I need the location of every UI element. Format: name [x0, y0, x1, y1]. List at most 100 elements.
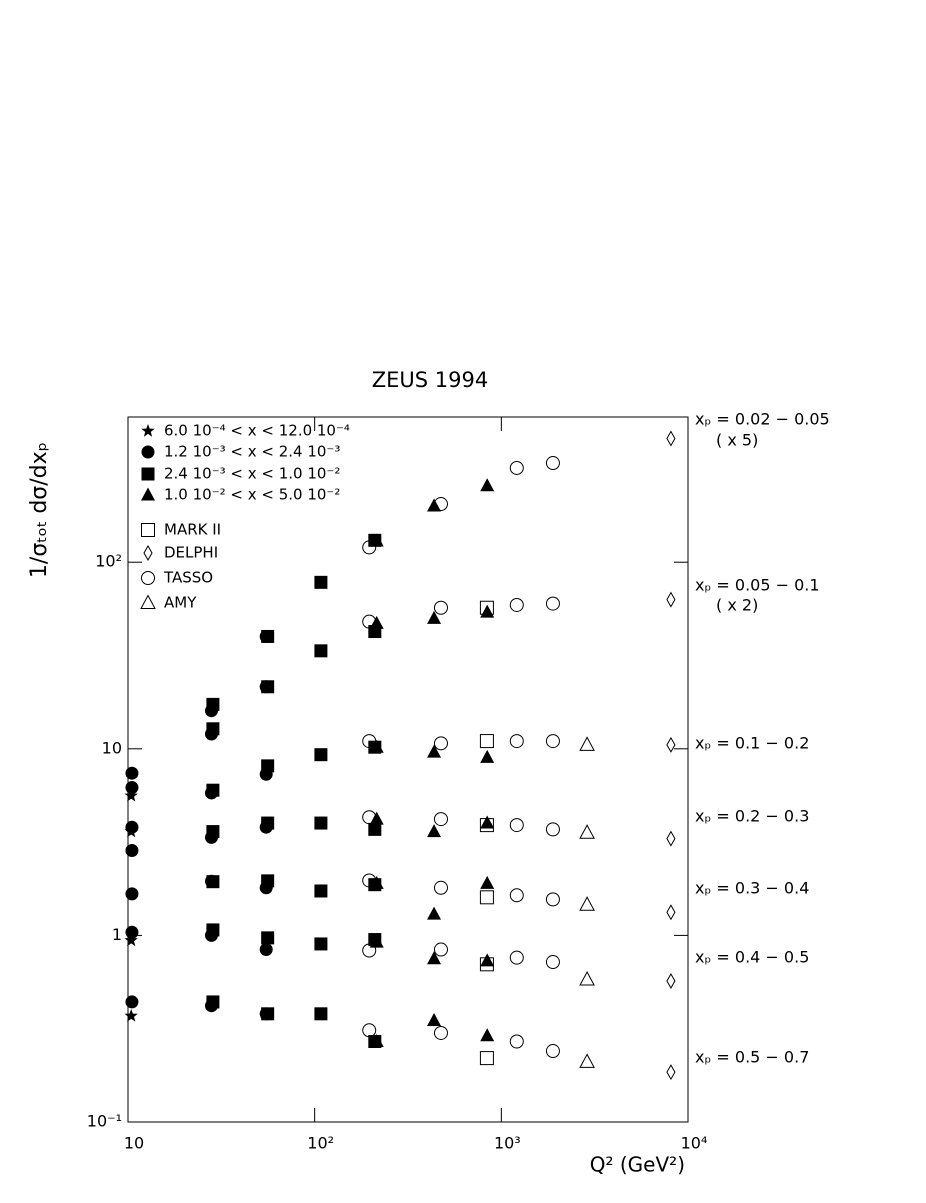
data-point	[369, 615, 384, 629]
data-point	[314, 884, 328, 898]
data-point	[666, 591, 676, 608]
data-point	[545, 955, 560, 970]
y-tick-label: 10⁻¹	[87, 1112, 122, 1131]
data-point	[261, 874, 275, 888]
data-point	[666, 1064, 676, 1081]
data-point	[125, 781, 139, 795]
data-point	[666, 430, 676, 447]
data-point	[314, 937, 328, 951]
data-point	[480, 875, 495, 889]
chart-title: ZEUS 1994	[372, 368, 488, 392]
data-point	[480, 478, 495, 492]
data-point	[362, 943, 377, 958]
legend-marker	[141, 424, 155, 437]
data-point	[362, 810, 377, 825]
data-point	[509, 818, 524, 833]
data-point	[261, 680, 275, 694]
data-point	[206, 783, 220, 797]
data-point	[314, 816, 328, 830]
annotation: xₚ = 0.02 − 0.05	[695, 410, 830, 429]
legend-label: MARK II	[164, 521, 221, 539]
data-point	[369, 811, 384, 825]
legend-label: 6.0 10⁻⁴ < x < 12.0 10⁻⁴	[164, 422, 350, 440]
data-point	[666, 830, 676, 847]
data-point	[480, 815, 495, 829]
data-point	[427, 906, 442, 920]
annotation: ( x 5)	[716, 431, 758, 450]
legend-label: TASSO	[163, 569, 213, 587]
data-point	[427, 498, 442, 512]
data-point	[261, 629, 275, 643]
data-point	[362, 614, 377, 629]
data-point	[666, 972, 676, 989]
data-point	[427, 824, 442, 838]
y-tick-label: 1	[112, 925, 122, 944]
data-point	[545, 1044, 560, 1059]
data-point	[261, 1007, 275, 1021]
data-point	[314, 1007, 328, 1021]
data-point	[362, 734, 377, 749]
data-point	[427, 951, 442, 965]
x-tick-label: 10³	[494, 1134, 521, 1153]
data-point	[261, 816, 275, 830]
data-point	[368, 822, 382, 836]
data-point	[124, 788, 138, 802]
data-point	[579, 824, 595, 839]
data-point	[427, 610, 442, 624]
data-point	[509, 888, 524, 903]
data-point	[427, 744, 442, 758]
data-point	[124, 933, 138, 947]
data-point	[369, 934, 384, 948]
data-point	[545, 596, 560, 611]
x-axis-label: Q² (GeV²)	[590, 1153, 685, 1177]
data-point	[433, 497, 448, 512]
data-point	[362, 873, 377, 888]
data-point	[509, 597, 524, 612]
data-point	[545, 734, 560, 749]
data-point	[362, 1023, 377, 1038]
data-point	[579, 970, 595, 986]
data-point	[433, 1025, 448, 1040]
annotation: xₚ = 0.2 − 0.3	[695, 807, 809, 826]
annotation: xₚ = 0.5 − 0.7	[695, 1048, 809, 1067]
data-point	[480, 953, 495, 967]
legend-marker	[141, 445, 155, 459]
data-point	[206, 722, 220, 736]
annotation: ( x 2)	[716, 596, 758, 615]
data-point	[433, 812, 448, 827]
data-point	[545, 892, 560, 907]
data-point	[206, 825, 220, 839]
legend-marker	[140, 594, 156, 609]
x-tick-label: 10⁴	[681, 1134, 708, 1153]
data-point	[314, 748, 328, 762]
data-point	[314, 575, 328, 589]
data-point	[479, 600, 494, 615]
data-point	[545, 822, 560, 837]
data-point	[259, 943, 273, 957]
data-point	[206, 697, 220, 711]
legend-label: DELPHI	[164, 544, 218, 562]
data-point	[125, 887, 139, 901]
data-point	[206, 923, 220, 937]
data-point	[509, 1034, 524, 1049]
data-point	[579, 1053, 595, 1068]
data-point	[124, 1009, 138, 1022]
x-tick-label: 10	[124, 1134, 144, 1153]
data-point	[369, 1034, 384, 1048]
annotation: xₚ = 0.3 − 0.4	[695, 879, 809, 898]
data-point	[480, 1028, 495, 1042]
data-point	[125, 820, 139, 834]
annotation: xₚ = 0.4 − 0.5	[695, 948, 809, 967]
y-tick-label: 10	[102, 738, 122, 757]
data-point	[509, 734, 524, 749]
legend-marker	[143, 544, 153, 562]
data-point	[479, 818, 494, 833]
data-point	[433, 600, 448, 615]
data-point	[125, 766, 139, 780]
legend-label: AMY	[164, 594, 197, 612]
annotation: xₚ = 0.05 − 0.1	[695, 576, 820, 595]
data-point	[206, 995, 220, 1009]
data-point	[261, 759, 275, 773]
data-point	[125, 925, 139, 939]
